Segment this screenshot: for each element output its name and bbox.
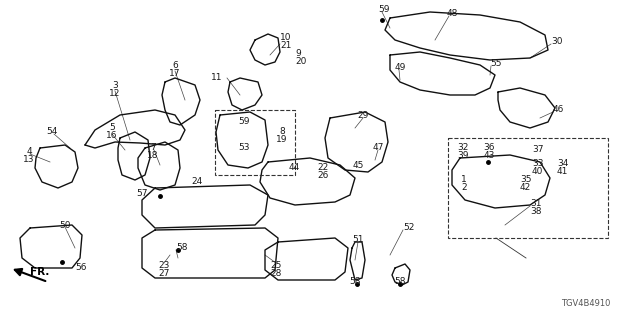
Text: 11: 11 xyxy=(211,74,222,83)
Text: 32: 32 xyxy=(458,143,468,153)
Text: 3: 3 xyxy=(112,81,118,90)
Text: 37: 37 xyxy=(532,146,543,155)
Text: 18: 18 xyxy=(147,151,159,161)
Text: 24: 24 xyxy=(191,177,203,186)
Text: 50: 50 xyxy=(60,220,71,229)
Text: 35: 35 xyxy=(520,175,531,185)
Text: 58: 58 xyxy=(349,277,361,286)
Text: 2: 2 xyxy=(461,183,467,193)
Text: TGV4B4910: TGV4B4910 xyxy=(561,299,610,308)
Text: 38: 38 xyxy=(530,207,541,217)
Text: 58: 58 xyxy=(394,277,406,286)
Text: 45: 45 xyxy=(352,161,364,170)
Text: 5: 5 xyxy=(109,124,115,132)
Text: 49: 49 xyxy=(394,63,406,73)
Text: 1: 1 xyxy=(461,175,467,185)
Text: 30: 30 xyxy=(551,37,563,46)
Text: 6: 6 xyxy=(172,60,178,69)
Text: 7: 7 xyxy=(150,143,156,153)
Text: 33: 33 xyxy=(532,159,543,169)
Text: 9: 9 xyxy=(295,50,301,59)
Text: 28: 28 xyxy=(270,268,282,277)
Text: 8: 8 xyxy=(279,127,285,137)
Text: 29: 29 xyxy=(357,111,369,121)
Text: 13: 13 xyxy=(23,156,35,164)
Text: 47: 47 xyxy=(372,143,384,153)
Text: 57: 57 xyxy=(136,188,148,197)
Text: 34: 34 xyxy=(557,159,568,169)
Text: 41: 41 xyxy=(557,167,568,177)
Text: 42: 42 xyxy=(520,183,531,193)
Text: 59: 59 xyxy=(238,117,250,126)
Text: 39: 39 xyxy=(457,151,468,161)
Text: 22: 22 xyxy=(317,164,328,172)
Text: 43: 43 xyxy=(483,151,495,161)
Text: 59: 59 xyxy=(378,5,390,14)
Text: 4: 4 xyxy=(26,148,32,156)
Text: 26: 26 xyxy=(317,172,329,180)
Text: 54: 54 xyxy=(46,127,58,137)
Text: 51: 51 xyxy=(352,236,364,244)
Text: 19: 19 xyxy=(276,135,288,145)
Text: 53: 53 xyxy=(238,143,250,153)
Text: 21: 21 xyxy=(280,42,291,51)
Text: 16: 16 xyxy=(106,132,118,140)
Bar xyxy=(448,138,608,238)
Text: 31: 31 xyxy=(530,199,541,209)
Text: 36: 36 xyxy=(483,143,495,153)
Text: 40: 40 xyxy=(532,167,543,177)
Text: 27: 27 xyxy=(158,268,170,277)
Text: 25: 25 xyxy=(270,260,282,269)
Text: 12: 12 xyxy=(109,89,121,98)
Text: FR.: FR. xyxy=(30,267,50,277)
Bar xyxy=(215,110,295,175)
Text: 17: 17 xyxy=(169,68,180,77)
Text: 10: 10 xyxy=(280,34,291,43)
Text: 20: 20 xyxy=(295,58,307,67)
Text: 44: 44 xyxy=(289,164,300,172)
Text: 55: 55 xyxy=(490,60,502,68)
Text: 23: 23 xyxy=(158,260,170,269)
Text: 46: 46 xyxy=(553,106,564,115)
Text: 56: 56 xyxy=(75,263,86,273)
Text: 58: 58 xyxy=(176,244,188,252)
Text: 48: 48 xyxy=(447,10,458,19)
Text: 52: 52 xyxy=(403,223,414,233)
